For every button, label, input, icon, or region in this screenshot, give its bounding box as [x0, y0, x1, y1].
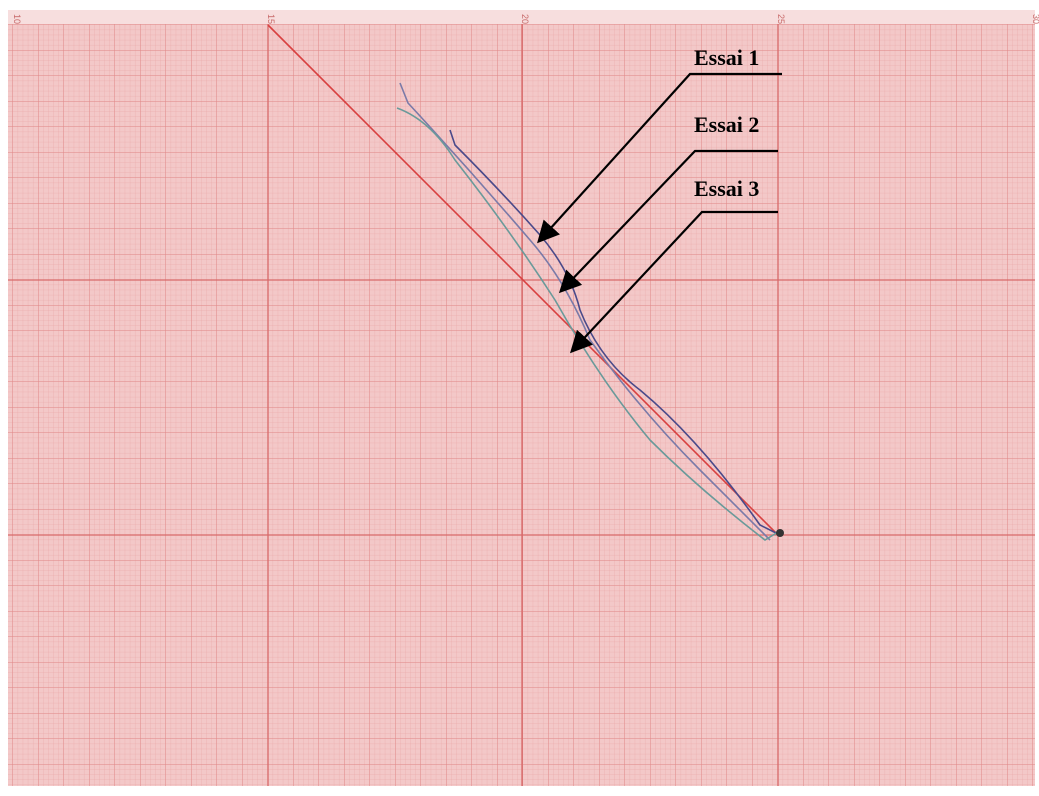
scale-label: 25: [776, 14, 786, 24]
trace-1: [449, 129, 781, 536]
annotation: Essai 3: [694, 176, 759, 201]
annotation: Essai 1: [694, 45, 759, 70]
trace-3: [396, 107, 779, 541]
major-grid: [8, 10, 1035, 786]
scale-labels: 10 15 20 25 30: [12, 14, 1039, 24]
reference-line: [267, 24, 779, 536]
callouts: [537, 72, 782, 354]
scale-label: 20: [520, 14, 530, 24]
scale-label: 15: [266, 14, 276, 24]
endpoint: [776, 529, 784, 537]
top-margin: [8, 10, 1035, 24]
annotation: Essai 2: [694, 112, 759, 137]
scale-label: 10: [12, 14, 22, 24]
scale-label: 30: [1031, 14, 1039, 24]
